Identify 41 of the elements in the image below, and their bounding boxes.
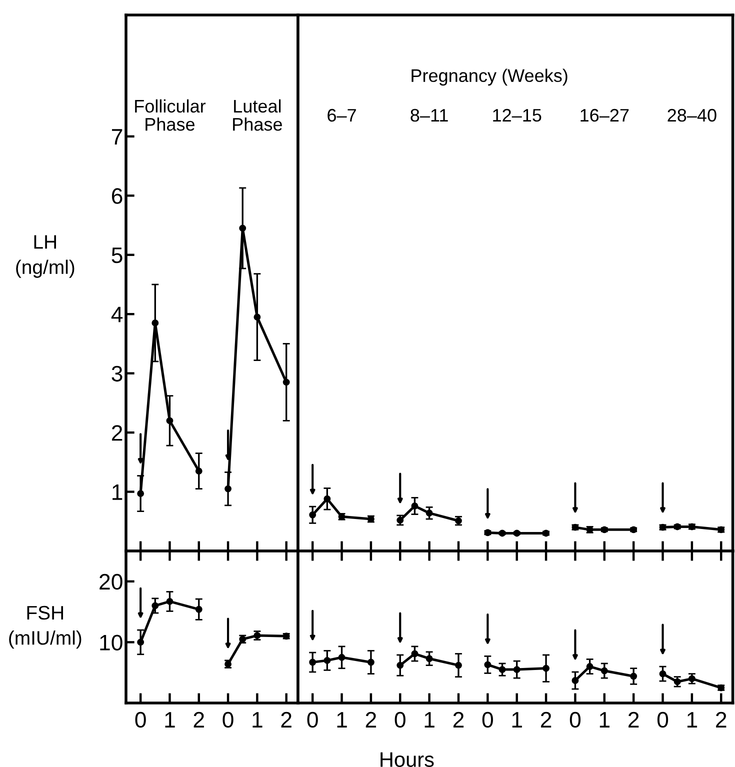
x-tick-label: 2 xyxy=(281,712,292,728)
x-axis-title: Hours xyxy=(380,752,434,767)
x-tick-label: 1 xyxy=(252,712,262,728)
x-tick-label: 2 xyxy=(628,712,639,728)
annotation: 8–11 xyxy=(410,108,448,122)
x-tick-label: 0 xyxy=(657,712,668,728)
annotation: 28–40 xyxy=(668,108,716,122)
annotation: 6–7 xyxy=(328,108,356,122)
annotation: Pregnancy (Weeks) xyxy=(412,68,568,86)
y-tick-label: 1 xyxy=(112,484,122,500)
x-tick-label: 2 xyxy=(194,712,204,728)
x-tick-label: 0 xyxy=(394,712,406,728)
annotation: 12–15 xyxy=(493,108,542,122)
y-tick-label: 6 xyxy=(112,188,122,204)
x-tick-label: 2 xyxy=(716,712,726,728)
y-tick-label: 2 xyxy=(112,425,122,441)
x-tick-label: 0 xyxy=(135,712,146,728)
x-tick-label: 0 xyxy=(570,712,581,728)
x-tick-label: 1 xyxy=(600,712,610,728)
x-tick-label: 2 xyxy=(540,712,552,728)
x-tick-label: 0 xyxy=(307,712,318,728)
x-tick-label: 1 xyxy=(687,712,698,728)
x-tick-label: 1 xyxy=(337,712,347,728)
x-tick-label: 0 xyxy=(222,712,234,728)
y-tick-label: 4 xyxy=(111,306,123,322)
y-tick-label: 20 xyxy=(100,574,122,590)
annotation: 16–27 xyxy=(580,108,629,122)
x-tick-label: 1 xyxy=(424,712,434,728)
y-axis-title: FSH (mIU/ml) xyxy=(9,606,82,649)
y-axis-title: LH (ng/ml) xyxy=(16,235,74,278)
x-tick-label: 2 xyxy=(453,712,464,728)
y-tick-label: 5 xyxy=(112,248,122,264)
annotation: Follicular Phase xyxy=(135,99,206,131)
x-tick-label: 0 xyxy=(482,712,493,728)
annotation: Luteal Phase xyxy=(233,99,282,131)
y-tick-label: 3 xyxy=(112,366,122,382)
x-tick-label: 1 xyxy=(165,712,175,728)
x-tick-label: 1 xyxy=(512,712,522,728)
x-tick-label: 2 xyxy=(366,712,376,728)
y-tick-label: 7 xyxy=(112,129,122,144)
y-tick-label: 10 xyxy=(100,634,122,650)
